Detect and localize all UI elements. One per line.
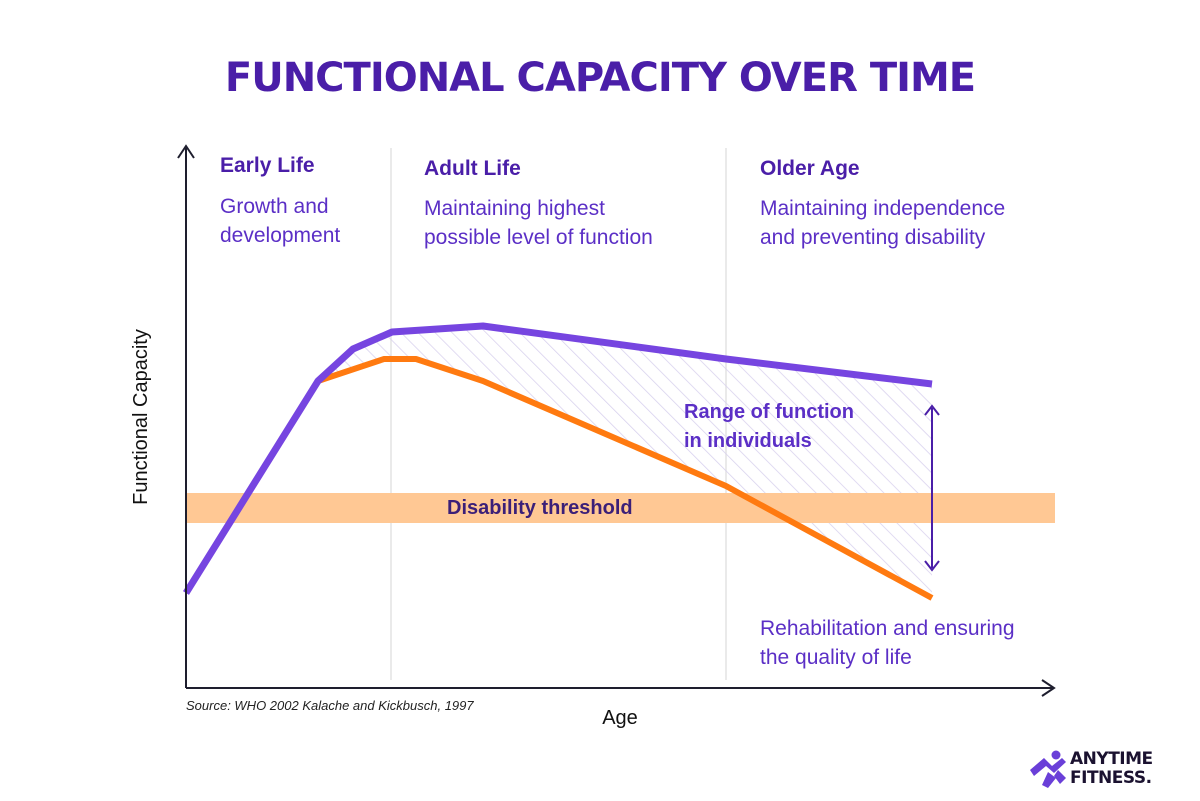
logo-text-line1: ANYTIME	[1070, 749, 1153, 769]
rehab-label-line1: Rehabilitation and ensuring	[760, 617, 1015, 640]
range-arrow-top-head	[924, 404, 940, 416]
rehab-label-line2: the quality of life	[760, 646, 912, 669]
anytime-fitness-logo: ANYTIME FITNESS.	[1030, 749, 1153, 788]
lower-capacity-curve	[317, 356, 934, 601]
phase-heading-older-age: Older Age	[760, 157, 860, 180]
runner-logo-icon	[1030, 750, 1066, 788]
range-arrow-bottom-head	[924, 560, 940, 572]
source-citation: Source: WHO 2002 Kalache and Kickbusch, …	[186, 698, 474, 713]
phase-desc-adult-life-line2: possible level of function	[424, 226, 653, 249]
phase-desc-older-age-line2: and preventing disability	[760, 226, 986, 249]
disability-threshold-band	[186, 493, 1055, 523]
logo-text-line2: FITNESS.	[1070, 768, 1152, 788]
y-axis-label: Functional Capacity	[130, 329, 152, 505]
phase-desc-early-life-line2: development	[220, 224, 340, 247]
range-label-line1: Range of function	[684, 401, 854, 423]
chart-title: FUNCTIONAL CAPACITY OVER TIME	[224, 55, 976, 101]
disability-threshold-label: Disability threshold	[447, 497, 633, 519]
range-hatch-area	[318, 326, 932, 598]
phase-desc-early-life-line1: Growth and	[220, 195, 329, 218]
phase-desc-adult-life-line1: Maintaining highest	[424, 197, 605, 220]
x-axis-label: Age	[602, 707, 638, 729]
y-axis-arrowhead	[177, 144, 195, 159]
upper-capacity-curve	[183, 322, 933, 595]
range-label-line2: in individuals	[684, 430, 812, 452]
phase-desc-older-age-line1: Maintaining independence	[760, 197, 1005, 220]
phase-heading-early-life: Early Life	[220, 154, 315, 177]
phase-heading-adult-life: Adult Life	[424, 157, 521, 180]
x-axis-arrowhead	[1041, 679, 1056, 697]
